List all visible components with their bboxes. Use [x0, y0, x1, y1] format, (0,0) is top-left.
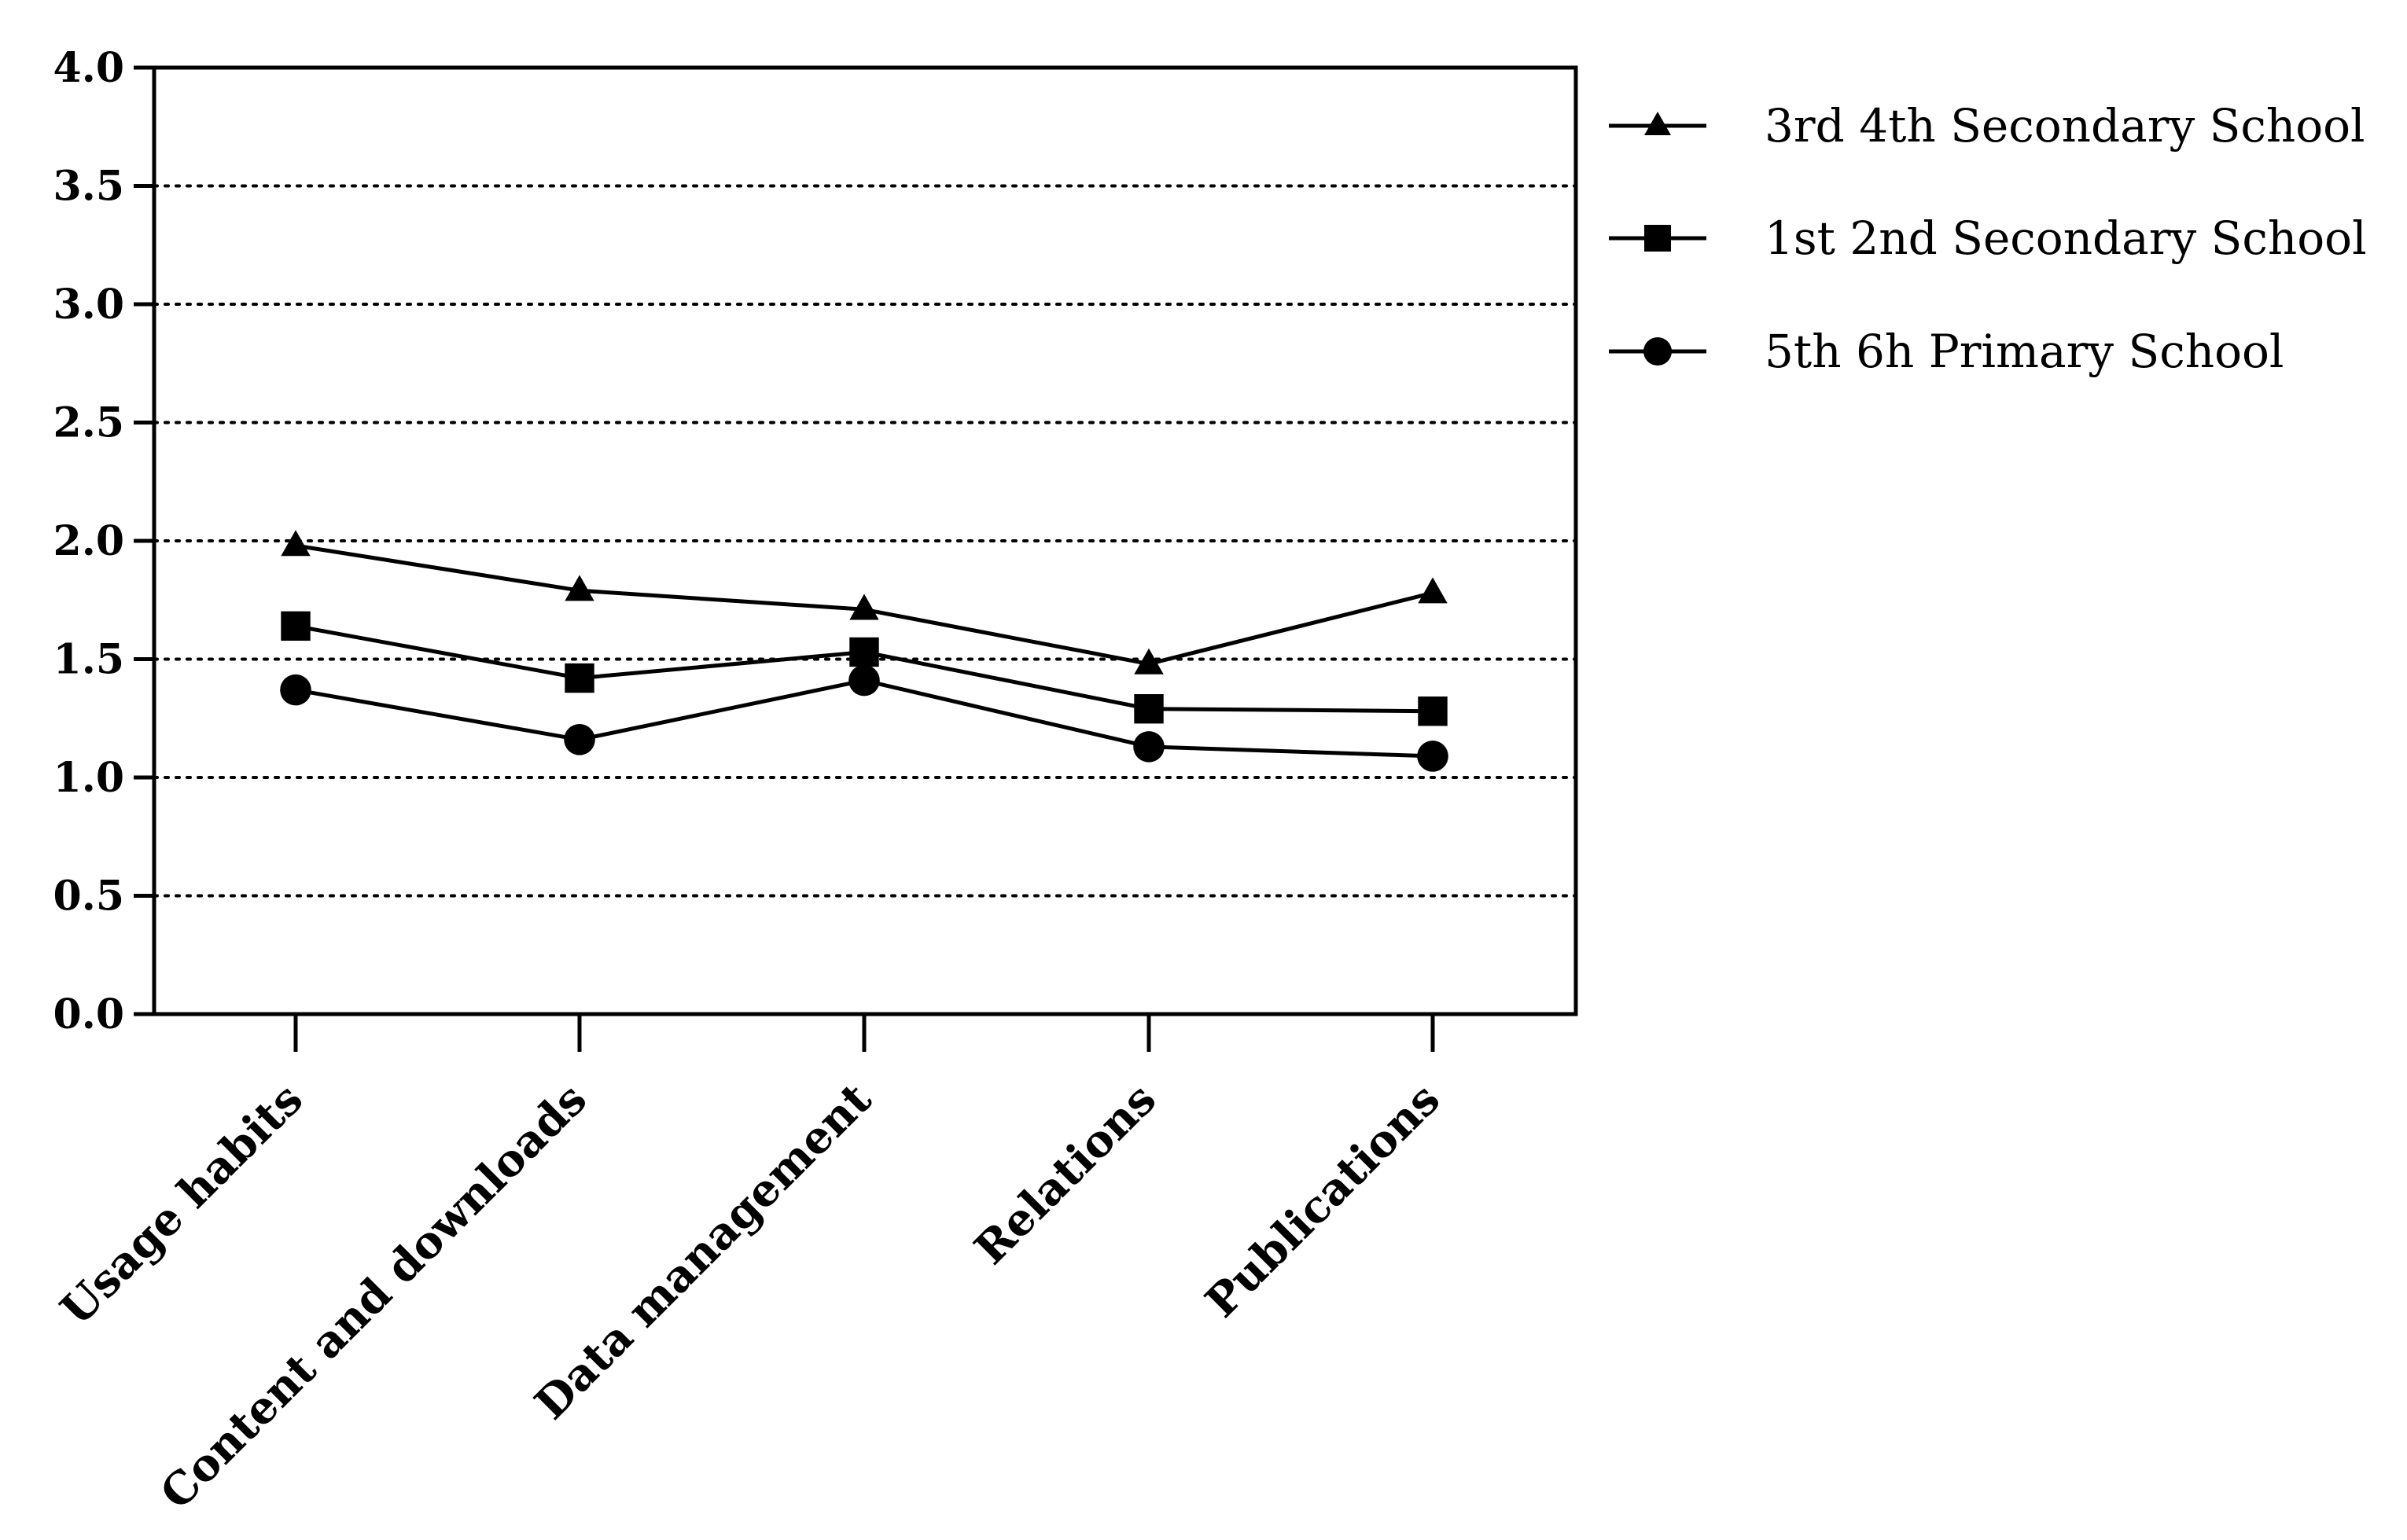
plot-frame: [152, 65, 1578, 1016]
data-point-square: [281, 611, 311, 641]
data-point-triangle: [849, 594, 879, 620]
y-tick-label: 0.5: [53, 873, 124, 921]
data-point-triangle: [565, 575, 594, 601]
legend-item: 5th 6h Primary School: [1609, 325, 2284, 378]
y-tick-label: 3.5: [53, 163, 124, 211]
data-point-triangle: [1418, 577, 1448, 604]
data-point-triangle: [281, 530, 311, 557]
data-point-circle: [564, 724, 595, 755]
y-tick-label: 0.0: [53, 991, 124, 1038]
series-square: [281, 611, 1448, 726]
legend: 3rd 4th Secondary School 1st 2nd Secondar…: [1609, 99, 2367, 378]
data-point-square: [1418, 696, 1448, 726]
data-point-square: [849, 637, 879, 667]
y-axis: 0.0 0.5 1.0 1.5 2.0 2.5 3.0 3.5 4.0: [53, 44, 154, 1038]
data-point-square: [1134, 694, 1164, 724]
x-tick-label: Publications: [1195, 1073, 1450, 1328]
x-tick-label: Relations: [965, 1073, 1166, 1274]
data-point-circle: [280, 674, 311, 706]
data-point-square: [565, 663, 594, 693]
data-point-triangle: [1644, 112, 1671, 135]
data-point-triangle: [1134, 648, 1164, 674]
y-tick-label: 3.0: [53, 281, 124, 329]
grid-lines: [153, 184, 1577, 898]
data-point-circle: [1643, 337, 1672, 366]
legend-label: 1st 2nd Secondary School: [1765, 211, 2367, 265]
x-tick-label: Usage habits: [50, 1073, 313, 1336]
y-tick-label: 2.5: [53, 399, 124, 447]
legend-label: 5th 6h Primary School: [1765, 325, 2284, 378]
series-triangle: [281, 530, 1448, 674]
series-lines: [280, 530, 1448, 772]
legend-item: 1st 2nd Secondary School: [1609, 211, 2367, 265]
legend-item: 3rd 4th Secondary School: [1609, 99, 2365, 153]
legend-label: 3rd 4th Secondary School: [1765, 99, 2365, 153]
y-tick-label: 1.5: [53, 636, 124, 684]
data-point-square: [1644, 225, 1671, 252]
data-point-circle: [1133, 731, 1165, 763]
y-tick-label: 4.0: [53, 44, 124, 92]
y-tick-label: 2.0: [53, 517, 124, 565]
data-point-circle: [848, 664, 880, 696]
data-point-circle: [1417, 741, 1448, 772]
y-tick-label: 1.0: [53, 754, 124, 802]
series-circle: [280, 664, 1448, 772]
